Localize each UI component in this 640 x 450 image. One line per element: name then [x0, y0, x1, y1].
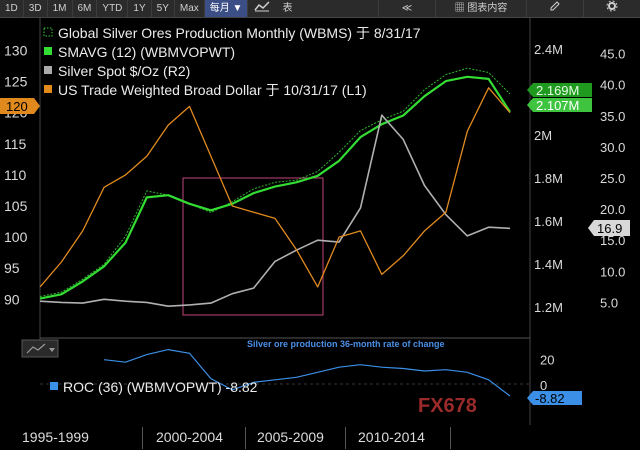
right2-tick-label: 35.0 [600, 109, 625, 124]
chart-content-button[interactable]: ▦ 图表内容 [435, 0, 526, 17]
right2-tick-label: 15.0 [600, 233, 625, 248]
chart-content-label: 图表内容 [467, 3, 508, 14]
legend-swatch-production [43, 27, 53, 37]
legend-roc: ROC (36) (WBMVOPWT) -8.82 [63, 379, 258, 395]
left-tick-label: 130 [4, 42, 28, 58]
range-5y[interactable]: 5Y [152, 0, 175, 17]
period-label: 1995-1999 [22, 429, 89, 445]
left-tick-label: 100 [4, 229, 28, 245]
gear-icon[interactable] [583, 0, 640, 17]
left-tick-label: 105 [4, 198, 28, 214]
legend-swatch-roc [50, 382, 58, 390]
chart-menu-icon[interactable] [21, 339, 59, 358]
right1-tick-label: 2M [534, 128, 552, 143]
left-tick-label: 125 [4, 74, 28, 90]
svg-text:-8.82: -8.82 [535, 391, 565, 406]
series-line-production [39, 67, 511, 297]
period-label: 2000-2004 [156, 429, 223, 445]
legend: Global Silver Ores Production Monthly (W… [43, 25, 421, 98]
roc-tick-label: 20 [540, 353, 554, 368]
highlight-box [182, 177, 324, 316]
right2-tick-label: 30.0 [600, 140, 625, 155]
roc-layer [104, 348, 511, 397]
right1-tick-label: 1.4M [534, 257, 563, 272]
series-line-sma [39, 75, 511, 300]
svg-text:2.169M: 2.169M [536, 83, 579, 98]
left-tick-label: 115 [4, 136, 27, 152]
right2-tick-label: 25.0 [600, 171, 625, 186]
range-1d[interactable]: 1D [0, 0, 24, 17]
chart-area: 1301251201151101051009590 2.4M2.2M2M1.8M… [0, 18, 640, 425]
roc-title: Silver ore production 36-month rate of c… [247, 339, 445, 349]
period-divider [345, 427, 346, 449]
right-axis-silver: 45.0 40.0 35.0 30.0 25.0 20.0 15.0 10.0 5.0 [600, 47, 625, 311]
roc-legend: ROC (36) (WBMVOPWT) -8.82 [50, 379, 258, 395]
legend-dollar: US Trade Weighted Broad Dollar 于 10/31/1… [58, 82, 367, 98]
legend-sma: SMAVG (12) (WBMVOPWT) [58, 44, 235, 60]
period-label: 2005-2009 [257, 429, 324, 445]
legend-production: Global Silver Ores Production Monthly (W… [58, 25, 421, 41]
range-ytd[interactable]: YTD [97, 0, 129, 17]
series-line-silver [39, 114, 511, 308]
watermark-logo: FX678 [418, 395, 477, 417]
roc-tick-label: 0 [540, 378, 547, 393]
right1-tick-label: 1.8M [534, 171, 563, 186]
left-tick-label: 110 [4, 167, 27, 183]
toolbar: 1D 3D 1M 6M YTD 1Y 5Y Max 每月 ▼ 表 ≪ ▦ 图表内… [0, 0, 640, 18]
series-line-roc [104, 348, 511, 397]
svg-text:2.107M: 2.107M [536, 98, 579, 113]
period-divider [450, 427, 451, 449]
range-1y[interactable]: 1Y [128, 0, 152, 17]
legend-swatch-silver [44, 66, 52, 74]
right2-tick-label: 10.0 [600, 264, 625, 279]
table-view-button[interactable]: 表 [282, 3, 293, 14]
series-layer [39, 67, 511, 308]
left-tick-label: 90 [4, 291, 20, 307]
last-value-roc: -8.82 [527, 391, 582, 406]
range-6m[interactable]: 6M [73, 0, 98, 17]
legend-silver: Silver Spot $/Oz (R2) [58, 63, 190, 79]
period-axis: 1995-1999 2000-2004 2005-2009 2010-2014 [0, 425, 640, 450]
period-divider [142, 427, 143, 449]
frequency-select[interactable]: 每月 ▼ [204, 0, 249, 17]
right2-tick-label: 40.0 [600, 78, 625, 93]
roc-axis: 20 0 [540, 353, 554, 393]
period-label: 2010-2014 [358, 429, 425, 445]
legend-swatch-dollar [44, 85, 52, 93]
range-1m[interactable]: 1M [48, 0, 73, 17]
series-line-dollar [39, 87, 511, 288]
nav-back-button[interactable]: ≪ [378, 0, 435, 17]
range-3d[interactable]: 3D [24, 0, 48, 17]
svg-text:120: 120 [6, 99, 28, 114]
right2-tick-label: 45.0 [600, 47, 625, 62]
right1-tick-label: 1.6M [534, 214, 563, 229]
right2-tick-label: 5.0 [600, 295, 618, 310]
right2-tick-label: 20.0 [600, 202, 625, 217]
left-tick-label: 95 [4, 260, 20, 276]
period-divider [245, 427, 246, 449]
last-value-sma: 2.107M [527, 98, 592, 113]
last-value-silver: 16.9 [588, 220, 630, 236]
svg-text:16.9: 16.9 [597, 221, 622, 236]
line-chart-icon[interactable] [248, 0, 276, 17]
right1-tick-label: 1.2M [534, 300, 563, 315]
last-value-dollar: 120 [0, 98, 40, 114]
legend-swatch-sma [44, 47, 52, 55]
last-value-production: 2.169M [527, 83, 592, 98]
range-max[interactable]: Max [175, 0, 205, 17]
right1-tick-label: 2.4M [534, 42, 563, 57]
chart-content-icon: ▦ [454, 3, 468, 14]
edit-icon[interactable] [526, 0, 583, 17]
